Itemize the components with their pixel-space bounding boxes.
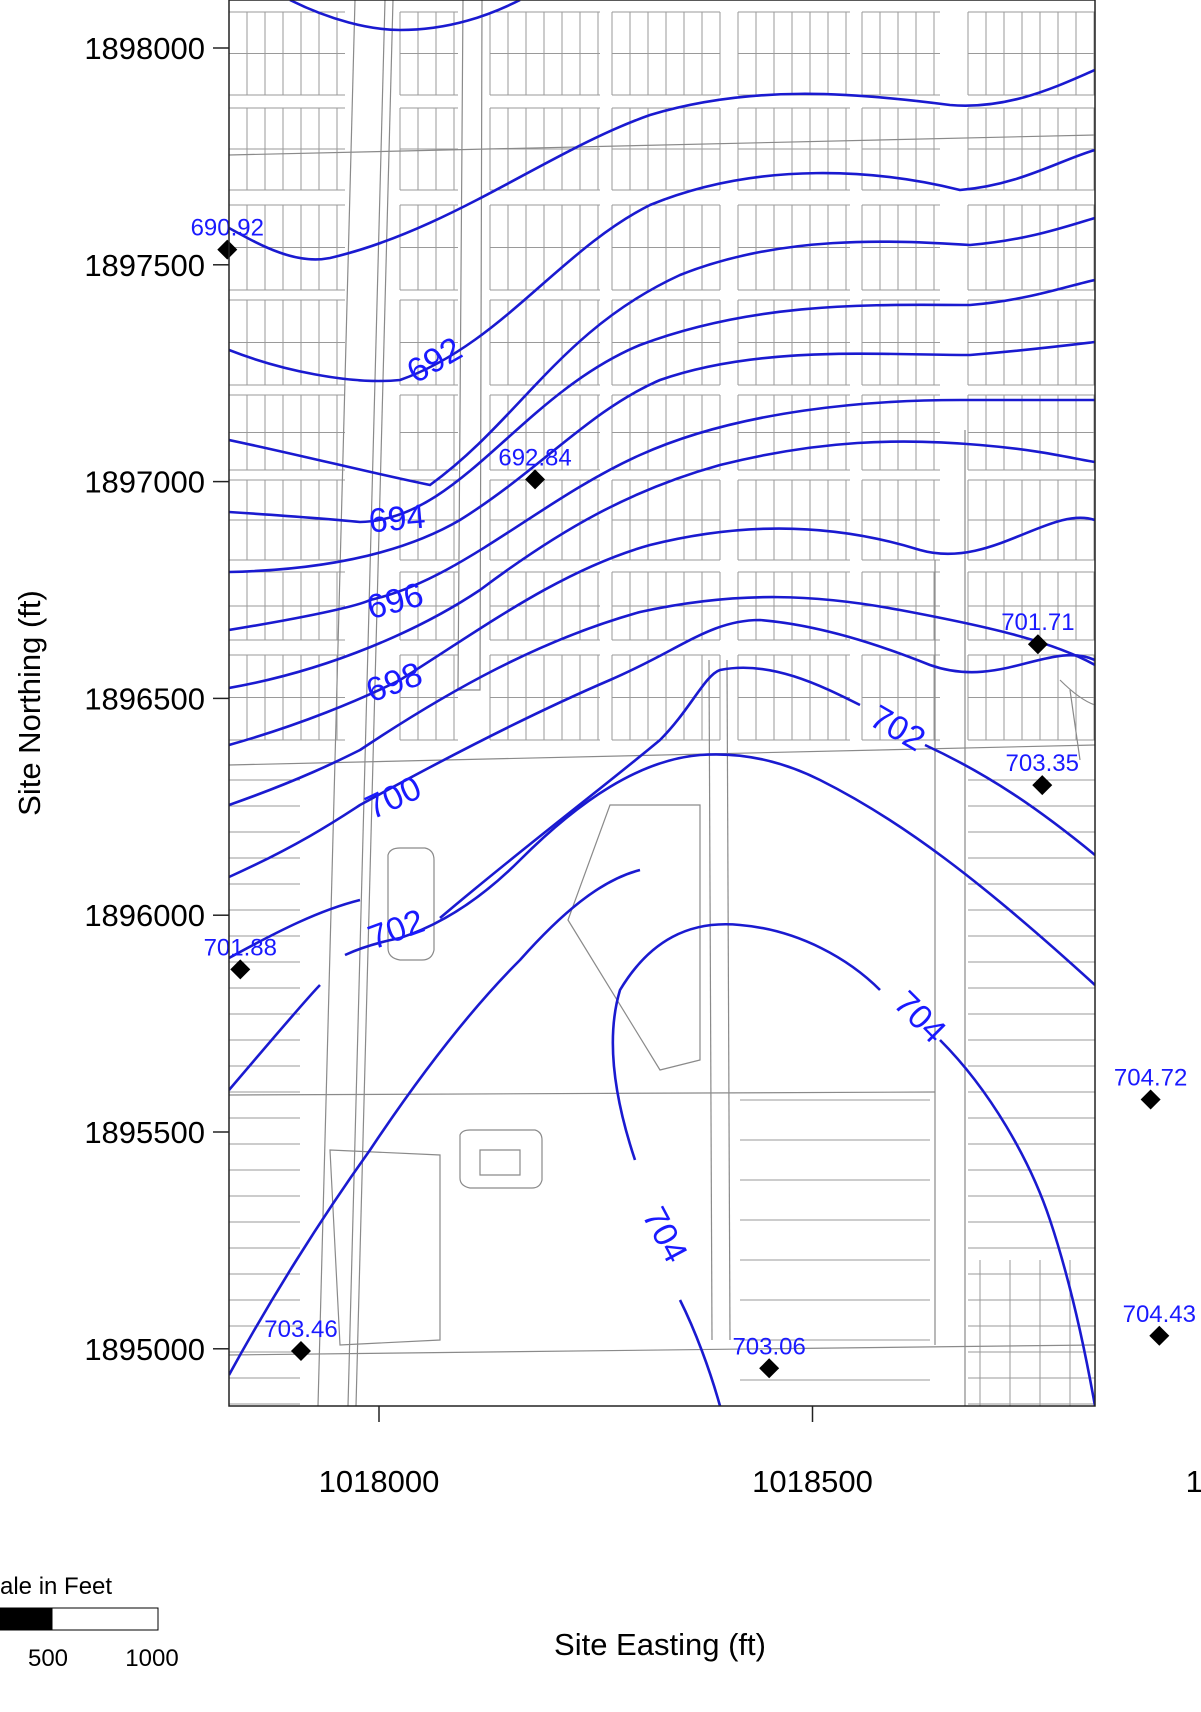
y-tick-label: 1897000 [84, 465, 205, 500]
contour-label: 694 [367, 498, 427, 541]
x-tick-label: 1018000 [319, 1464, 440, 1499]
contour-label: 692 [400, 330, 468, 391]
well-label: 690.92 [191, 215, 264, 242]
x-tick-label: 1019000 [1186, 1464, 1201, 1499]
well-marker [1028, 634, 1048, 654]
parcel-basemap [229, 0, 1095, 1406]
well-marker [1032, 775, 1052, 795]
contour-line-692 [229, 150, 1095, 381]
y-tick-label: 1895000 [84, 1332, 205, 1367]
well: 704.43 [1123, 1301, 1196, 1346]
well-label: 703.06 [732, 1333, 805, 1360]
well: 701.71 [1001, 609, 1074, 654]
scale-bar-black-segment [0, 1608, 52, 1630]
well-label: 701.71 [1001, 609, 1074, 636]
well-marker [291, 1341, 311, 1361]
well: 692.84 [498, 444, 571, 489]
x-axis: 1018000101850010190001019500 [319, 1406, 1201, 1499]
contour-label: 702 [363, 902, 429, 957]
well-marker [217, 240, 237, 260]
contour-line-704c [680, 1300, 720, 1406]
well-label: 701.88 [204, 934, 277, 961]
y-axis-title: Site Northing (ft) [12, 590, 47, 816]
well: 703.35 [1006, 750, 1079, 795]
well-marker [1141, 1089, 1161, 1109]
scale-bar-title: ale in Feet [0, 1573, 112, 1600]
well: 704.72 [1114, 1064, 1187, 1109]
well-label: 703.35 [1006, 750, 1079, 777]
well-label: 703.46 [264, 1316, 337, 1343]
y-tick-label: 1896500 [84, 681, 205, 716]
y-tick-label: 1897500 [84, 248, 205, 283]
contour-label: 700 [360, 769, 427, 827]
contour-label: 698 [361, 655, 427, 710]
scale-bar: ale in Feet 500 1000 [0, 1573, 179, 1672]
contour-line-690b [229, 70, 1095, 259]
y-tick-label: 1896000 [84, 898, 205, 933]
contour-line-704b [613, 924, 1095, 1406]
well: 703.06 [732, 1333, 805, 1378]
y-tick-label: 1895500 [84, 1115, 205, 1150]
well-label: 704.43 [1123, 1301, 1196, 1328]
road-lines [229, 0, 1095, 1406]
scale-bar-label: 1000 [125, 1645, 178, 1672]
well-marker [1149, 1326, 1169, 1346]
well-marker [759, 1358, 779, 1378]
contour-label: 704 [886, 984, 953, 1051]
well-label: 692.84 [498, 444, 571, 471]
scale-bar-label: 500 [28, 1645, 68, 1672]
well: 701.88 [204, 934, 277, 979]
x-tick-label: 1018500 [752, 1464, 873, 1499]
y-tick-label: 1898000 [84, 31, 205, 66]
well-label: 704.72 [1114, 1064, 1187, 1091]
x-axis-title: Site Easting (ft) [554, 1627, 766, 1662]
contour-label: 704 [635, 1201, 695, 1269]
contour-line-690 [290, 0, 520, 30]
scale-bar-white-segment [52, 1608, 158, 1630]
